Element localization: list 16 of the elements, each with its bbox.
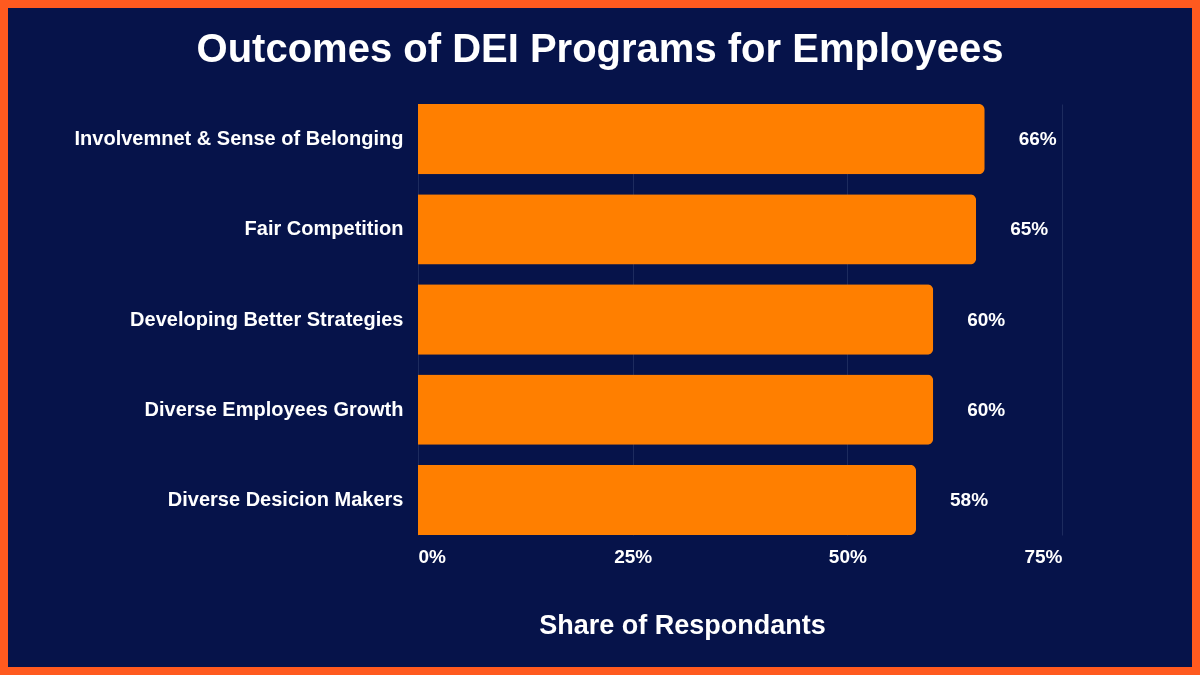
data-label: 65% [1010,218,1049,240]
data-label: 60% [967,398,1006,420]
data-label: 60% [967,308,1006,330]
chart-title: Outcomes of DEI Programs for Employees [196,26,1004,70]
data-label: 58% [950,488,989,510]
x-tick-label: 50% [828,545,867,567]
data-label: 66% [1018,128,1057,150]
x-axis-title: Share of Respondants [539,609,826,640]
x-tick-label: 0% [418,545,447,567]
y-tick-label: Diverse Desicion Makers [167,487,404,510]
x-tick-label: 75% [1024,545,1063,567]
x-tick-label: 25% [614,545,653,567]
y-tick-label: Developing Better Strategies [130,307,404,330]
y-tick-label: Fair Competition [244,217,404,240]
y-tick-label: Diverse Employees Growth [144,397,404,420]
y-tick-label: Involvemnet & Sense of Belonging [74,127,404,150]
